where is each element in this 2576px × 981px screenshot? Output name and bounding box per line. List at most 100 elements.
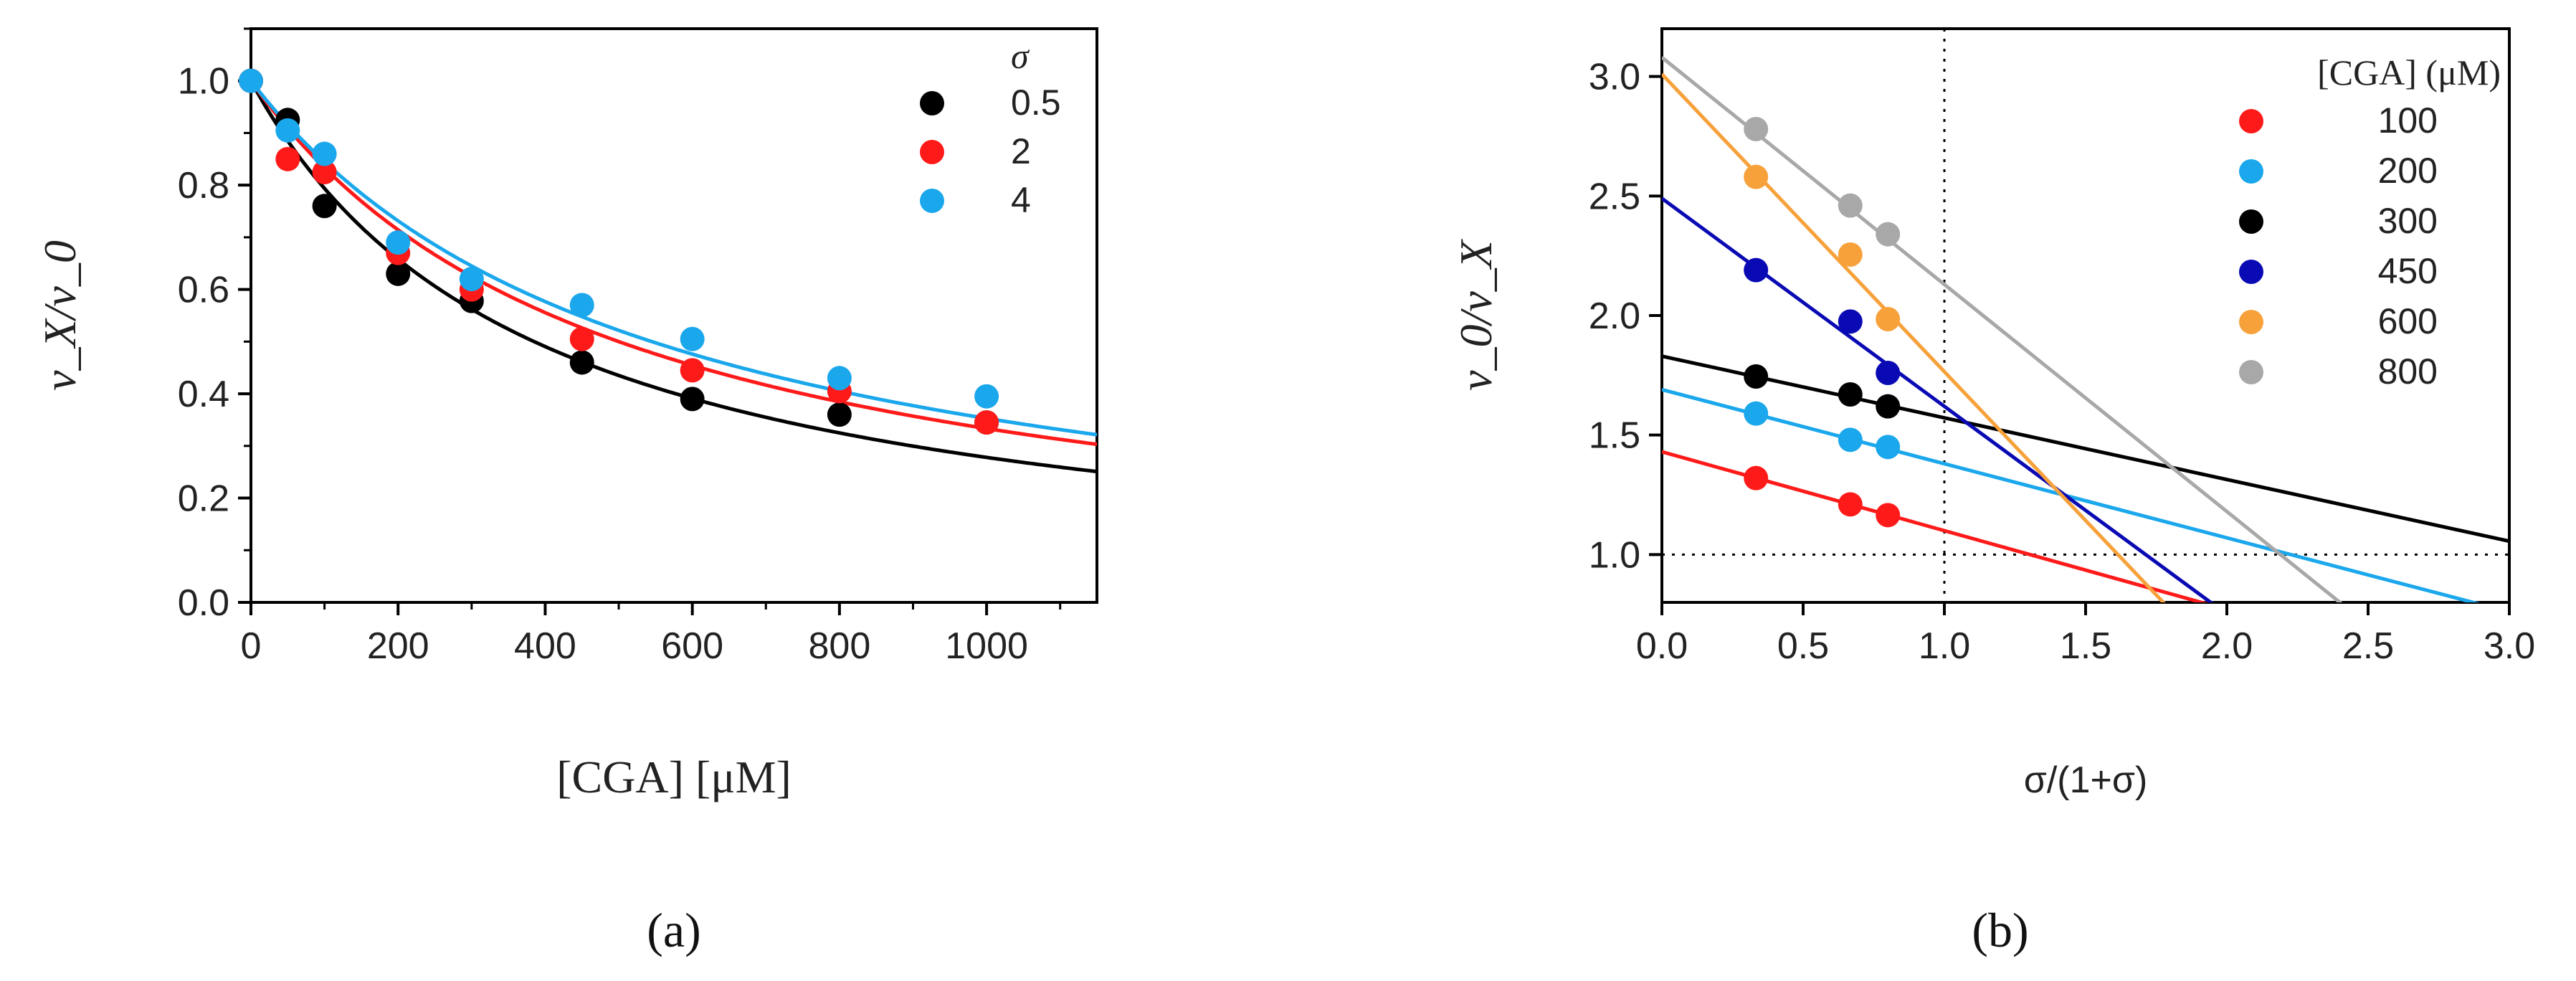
- data-point-b-300: [1876, 394, 1901, 419]
- data-point-b-600: [1876, 307, 1901, 331]
- y-tick-label-b: 2.0: [1589, 295, 1640, 337]
- fit-curve-a-4: [249, 80, 1098, 437]
- data-point-b-200: [1876, 435, 1901, 460]
- fit-line-b-200: [1662, 387, 2481, 602]
- data-point-a-4: [239, 68, 263, 93]
- fit-line-b-600: [1662, 72, 2166, 602]
- y-tick-label-b: 3.0: [1589, 57, 1640, 98]
- legend-marker-b-100: [2239, 109, 2263, 133]
- legend-label-b: 200: [2378, 151, 2438, 191]
- data-point-a-2: [275, 146, 300, 171]
- data-point-a-2: [680, 358, 705, 383]
- legend-label-b: 800: [2378, 351, 2438, 392]
- legend-marker-a-2: [920, 140, 944, 164]
- y-axis-title-b: v_0/v_X: [1450, 238, 1501, 391]
- fit-lines-b: [1662, 56, 2509, 602]
- data-point-b-300: [1838, 382, 1863, 407]
- legend-marker-b-800: [2239, 360, 2263, 384]
- data-point-b-100: [1838, 492, 1863, 517]
- data-point-b-450: [1744, 257, 1769, 283]
- fit-curve-a-0.5: [249, 80, 1098, 474]
- x-tick-label-a: 600: [661, 625, 723, 667]
- legend-label-a: 4: [1011, 180, 1031, 220]
- data-point-b-800: [1876, 222, 1901, 247]
- x-axis-title-a: [CGA] [μM]: [556, 752, 792, 802]
- y-tick-label-a: 0.0: [178, 582, 229, 624]
- data-point-a-0.5: [680, 387, 705, 412]
- data-point-a-4: [680, 326, 705, 351]
- data-point-b-200: [1744, 401, 1769, 426]
- data-point-a-4: [275, 118, 300, 143]
- data-point-b-450: [1876, 361, 1901, 385]
- panel-b-chart: 0.0 0.5 1.0 1.5 2.0 2.5 3.0 1.0 1.5 2.0 2.5 3.0 σ/(1…: [1450, 27, 2535, 957]
- legend-marker-a-4: [920, 189, 944, 213]
- y-tick-label-a: 0.8: [178, 165, 229, 207]
- x-tick-label-b: 2.0: [2201, 625, 2253, 667]
- x-tick-label-a: 1000: [945, 625, 1028, 667]
- x-tick-label-a: 800: [808, 625, 870, 667]
- legend-label-b: 450: [2378, 251, 2438, 291]
- data-point-b-100: [1876, 503, 1901, 528]
- fit-line-b-450: [1662, 196, 2214, 602]
- data-point-b-600: [1838, 242, 1863, 267]
- data-point-b-200: [1838, 427, 1863, 452]
- legend-marker-b-600: [2239, 310, 2263, 334]
- legend-label-a: 0.5: [1011, 82, 1061, 123]
- plot-area-frame-a: [249, 27, 1098, 604]
- fit-line-b-100: [1662, 450, 2208, 602]
- panel-a-chart: 0 200 400 600 800 1000 0.0 0.2 0.4 0.6 0.8 1.0 [CGA]…: [34, 27, 1098, 957]
- legend-marker-b-200: [2239, 159, 2263, 184]
- data-point-a-0.5: [827, 402, 852, 427]
- data-point-b-800: [1838, 193, 1863, 218]
- x-tick-label-b: 0.5: [1777, 625, 1829, 667]
- x-tick-label-b: 0.0: [1636, 625, 1688, 667]
- legend-marker-b-300: [2239, 209, 2263, 234]
- fit-line-b-800: [1662, 56, 2343, 602]
- x-tick-label-a: 0: [241, 625, 262, 667]
- data-point-a-4: [459, 267, 484, 292]
- data-point-a-4: [386, 230, 411, 255]
- data-point-a-2: [312, 160, 337, 184]
- y-tick-label-a: 0.6: [178, 270, 229, 311]
- y-tick-label-a: 0.2: [178, 478, 229, 520]
- data-point-a-4: [569, 293, 594, 318]
- fit-line-b-300: [1662, 354, 2509, 544]
- legend-marker-a-0.5: [920, 91, 944, 115]
- data-point-b-800: [1744, 117, 1769, 141]
- y-tick-label-b: 1.0: [1589, 534, 1640, 576]
- panel-label-b: (b): [1972, 903, 2028, 957]
- x-tick-label-b: 2.5: [2342, 625, 2394, 667]
- data-point-a-0.5: [569, 350, 594, 375]
- legend-title-a: σ: [1011, 36, 1030, 76]
- data-point-b-300: [1744, 364, 1769, 389]
- data-point-a-0.5: [312, 194, 337, 219]
- legend-label-b: 300: [2378, 201, 2438, 241]
- data-point-b-450: [1838, 309, 1863, 334]
- y-axis-title-a: v_X/v_0: [34, 240, 85, 391]
- data-point-a-2: [974, 410, 999, 435]
- legend-label-a: 2: [1011, 131, 1031, 171]
- x-tick-label-a: 400: [514, 625, 576, 667]
- legend-label-b: 600: [2378, 301, 2438, 341]
- data-point-b-100: [1744, 465, 1769, 490]
- x-tick-label-b: 1.0: [1919, 625, 1970, 667]
- y-tick-label-a: 0.4: [178, 374, 229, 415]
- legend-title-b: [CGA] (μM): [2317, 52, 2501, 93]
- y-tick-label-b: 1.5: [1589, 415, 1640, 457]
- data-point-b-600: [1744, 164, 1769, 189]
- legend-marker-b-450: [2239, 260, 2263, 284]
- panel-label-a: (a): [647, 903, 700, 957]
- fit-curve-a-2: [249, 80, 1098, 447]
- x-axis-title-b: σ/(1+σ): [2024, 759, 2148, 801]
- data-point-a-4: [974, 384, 999, 409]
- data-point-a-0.5: [386, 261, 411, 286]
- x-tick-label-b: 3.0: [2484, 625, 2535, 667]
- data-point-a-4: [827, 366, 852, 391]
- data-point-a-2: [569, 326, 594, 351]
- y-tick-label-b: 2.5: [1589, 176, 1640, 217]
- legend-label-b: 100: [2378, 100, 2438, 141]
- x-tick-label-b: 1.5: [2060, 625, 2111, 667]
- data-point-a-4: [312, 141, 337, 166]
- y-tick-label-a: 1.0: [178, 61, 229, 103]
